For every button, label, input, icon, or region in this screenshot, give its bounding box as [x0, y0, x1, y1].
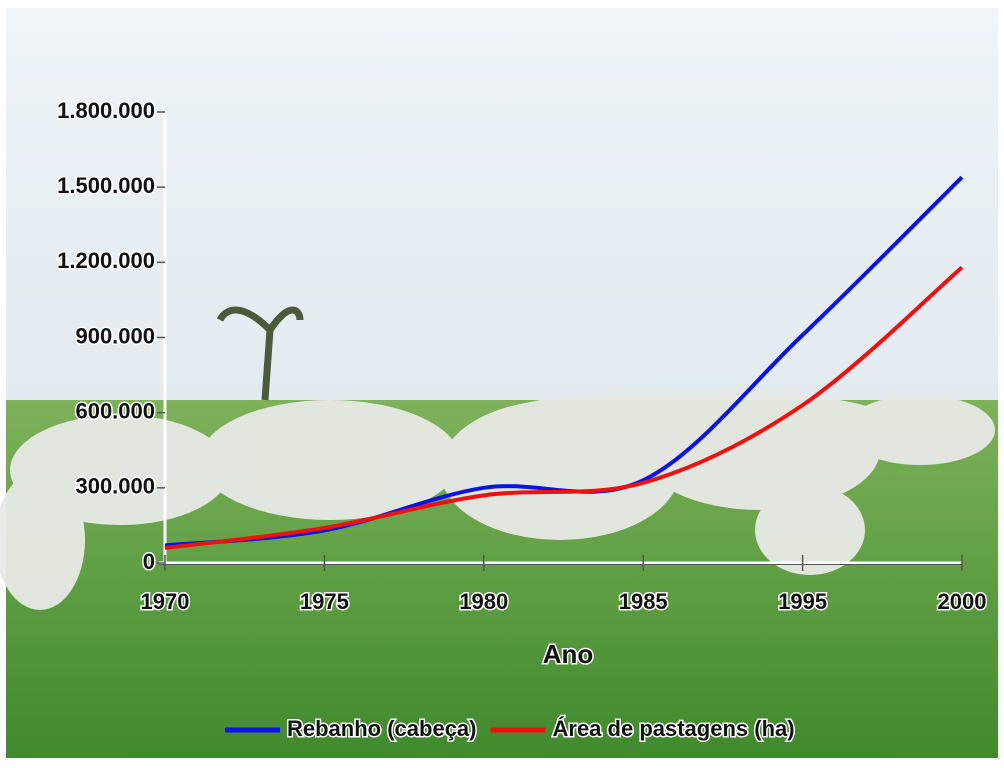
y-tick-label: 1.500.000	[57, 173, 155, 198]
x-axis-label: Ano	[543, 639, 594, 669]
legend-label: Área de pastagens (ha)	[553, 716, 795, 741]
chart: Ano 0 300.000 600.000 900.000 1.200.000 1.500…	[0, 0, 1004, 763]
y-tick-label: 300.000	[75, 474, 155, 499]
x-tick-label: 1970	[141, 589, 190, 614]
y-tick-label: 1.800.000	[57, 98, 155, 123]
x-tick-label: 1995	[778, 589, 827, 614]
y-tick-label: 900.000	[75, 323, 155, 348]
x-tick-label: 2000	[938, 589, 987, 614]
y-tick-label: 0	[143, 549, 155, 574]
x-tick-label: 1980	[459, 589, 508, 614]
legend-label: Rebanho (cabeça)	[287, 716, 477, 741]
x-tick-label: 1975	[300, 589, 349, 614]
y-tick-label: 600.000	[75, 398, 155, 423]
x-tick-label: 1985	[619, 589, 668, 614]
y-tick-label: 1.200.000	[57, 248, 155, 273]
